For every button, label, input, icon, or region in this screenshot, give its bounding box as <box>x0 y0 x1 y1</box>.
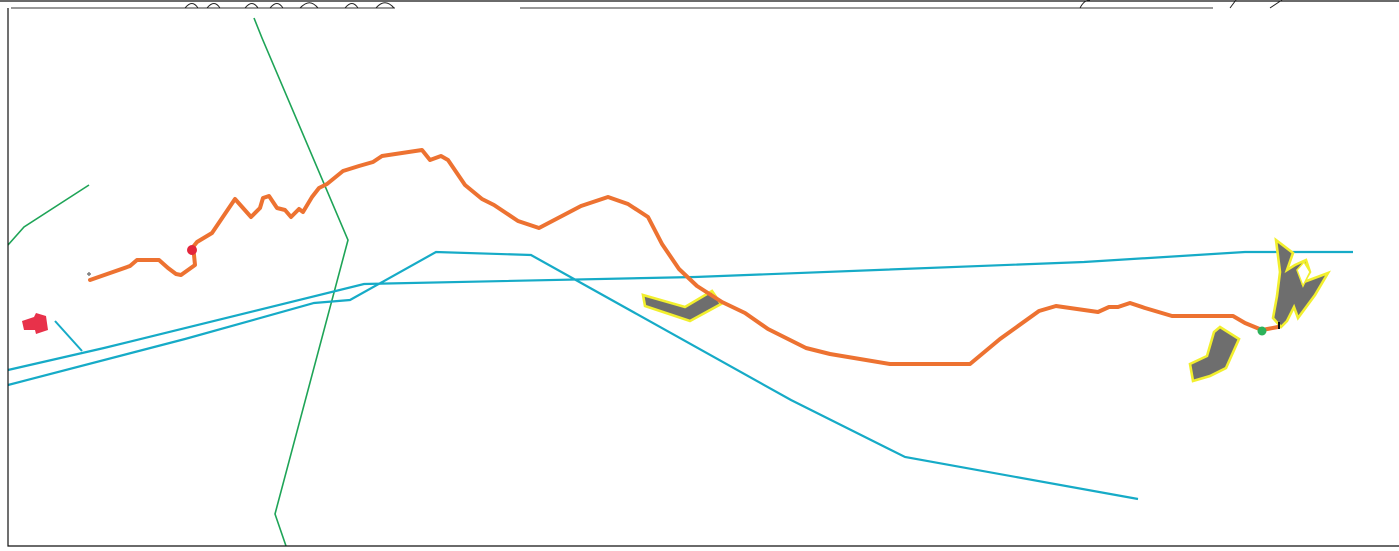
green-line-layer <box>7 17 349 547</box>
green-vertical-line <box>253 17 349 547</box>
map-frame-line <box>7 8 1399 547</box>
route-end-tick <box>1278 322 1280 329</box>
top-clipped-curves <box>184 2 395 9</box>
red-building-shape[interactable] <box>22 313 48 334</box>
area-right-hole <box>1296 260 1311 288</box>
green-left-line <box>7 184 90 246</box>
top-right-clipped-curves <box>1079 0 1283 9</box>
area-center <box>641 289 723 323</box>
highlighted-areas <box>641 237 1331 383</box>
blue-long-line <box>7 250 1353 372</box>
main-route-line[interactable] <box>88 148 1280 366</box>
blue-line-layer <box>7 250 1353 501</box>
top-clipped-linework <box>0 0 1399 9</box>
markers <box>87 245 1280 336</box>
area-right-upper <box>1271 237 1331 329</box>
blue-southeast-line <box>7 250 1139 501</box>
area-right-lower <box>1188 325 1241 383</box>
start-marker[interactable] <box>187 245 197 255</box>
blue-short-line <box>54 320 83 352</box>
route-start-tick <box>87 272 91 276</box>
end-marker[interactable] <box>1257 326 1267 336</box>
